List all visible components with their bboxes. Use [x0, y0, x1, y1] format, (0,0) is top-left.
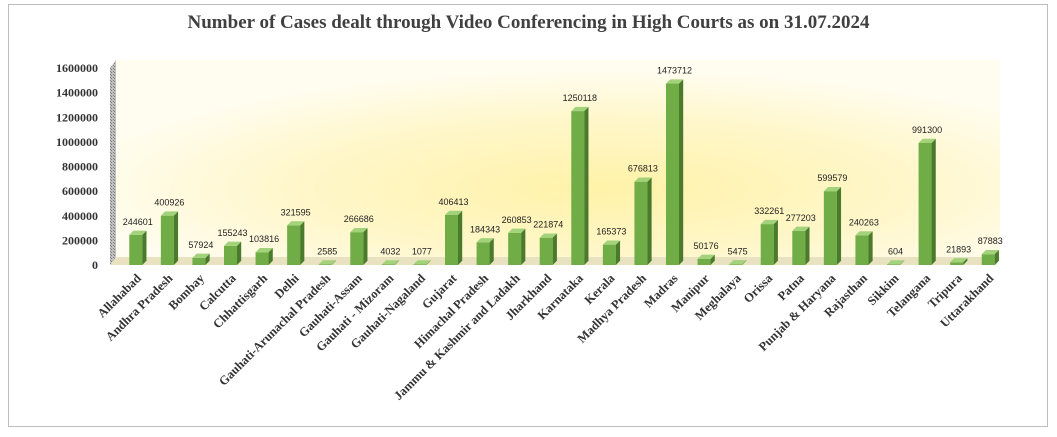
y-axis: 0 200000 400000 600000 800000 1000000 1200000 1…: [56, 61, 98, 272]
y-tick-label: 1600000: [56, 61, 98, 75]
bar: [287, 221, 305, 265]
bar: [381, 260, 400, 265]
bar: [666, 79, 684, 265]
data-label: 332261: [754, 206, 784, 216]
y-tick-label: 800000: [62, 160, 98, 174]
data-label: 599579: [817, 173, 847, 183]
bar: [981, 249, 999, 265]
data-label: 260853: [502, 215, 532, 225]
data-label: 244601: [123, 217, 153, 227]
data-label: 184343: [470, 224, 500, 234]
data-label: 50176: [694, 241, 719, 251]
bar: [792, 226, 810, 265]
y-tick-label: 600000: [62, 184, 98, 198]
bar: [350, 227, 368, 265]
data-label: 2585: [317, 246, 337, 256]
data-label: 406413: [438, 197, 468, 207]
data-label: 87883: [978, 236, 1003, 246]
bar: [760, 219, 778, 265]
data-label: 277203: [786, 213, 816, 223]
data-label: 321595: [281, 207, 311, 217]
data-label: 1077: [412, 246, 432, 256]
data-label: 21893: [946, 244, 971, 254]
side-wall: [110, 60, 116, 265]
data-label: 1250118: [563, 93, 597, 103]
data-label: 155243: [217, 228, 247, 238]
y-tick-label: 0: [92, 258, 98, 272]
bar: [697, 254, 715, 265]
data-label: 165373: [596, 227, 626, 237]
data-label: 4032: [380, 246, 400, 256]
bar: [823, 186, 842, 265]
bar: [318, 260, 336, 265]
bar: [602, 240, 621, 265]
data-label: 400926: [154, 198, 184, 208]
bar: [855, 231, 873, 265]
bar: [729, 260, 747, 265]
chart-title: Number of Cases dealt through Video Conf…: [187, 12, 870, 33]
bar: [224, 241, 242, 265]
bar: [887, 260, 905, 265]
y-tick-label: 1000000: [56, 135, 98, 149]
y-tick-label: 400000: [62, 209, 98, 223]
bar: [255, 248, 273, 265]
bar: [950, 258, 968, 265]
bar: [445, 210, 463, 265]
data-label: 5475: [728, 246, 748, 256]
bar: [918, 138, 936, 265]
plot-background: [110, 60, 1000, 265]
back-wall: [116, 60, 1000, 257]
data-label: 266686: [344, 214, 374, 224]
bar: [192, 253, 210, 265]
bars: [129, 79, 999, 266]
bar: [413, 260, 431, 265]
bar: [508, 228, 526, 265]
bar: [129, 230, 147, 265]
data-label: 676813: [628, 164, 658, 174]
bar: [160, 211, 179, 265]
bar: [476, 238, 494, 265]
bar: [571, 106, 589, 266]
y-tick-label: 1400000: [56, 86, 98, 100]
data-label: 240263: [849, 217, 879, 227]
data-label: 103816: [249, 234, 279, 244]
data-label: 221874: [533, 220, 563, 230]
x-tick-label: Orissa: [741, 271, 776, 306]
data-label: 57924: [188, 240, 213, 250]
chart-frame: [8, 4, 1048, 427]
data-label: 991300: [912, 125, 942, 135]
y-tick-label: 200000: [62, 233, 98, 247]
bar: [539, 233, 557, 265]
bar: [634, 177, 652, 265]
y-tick-label: 1200000: [56, 110, 98, 124]
data-label: 1473712: [657, 66, 692, 76]
data-label: 604: [888, 246, 903, 256]
